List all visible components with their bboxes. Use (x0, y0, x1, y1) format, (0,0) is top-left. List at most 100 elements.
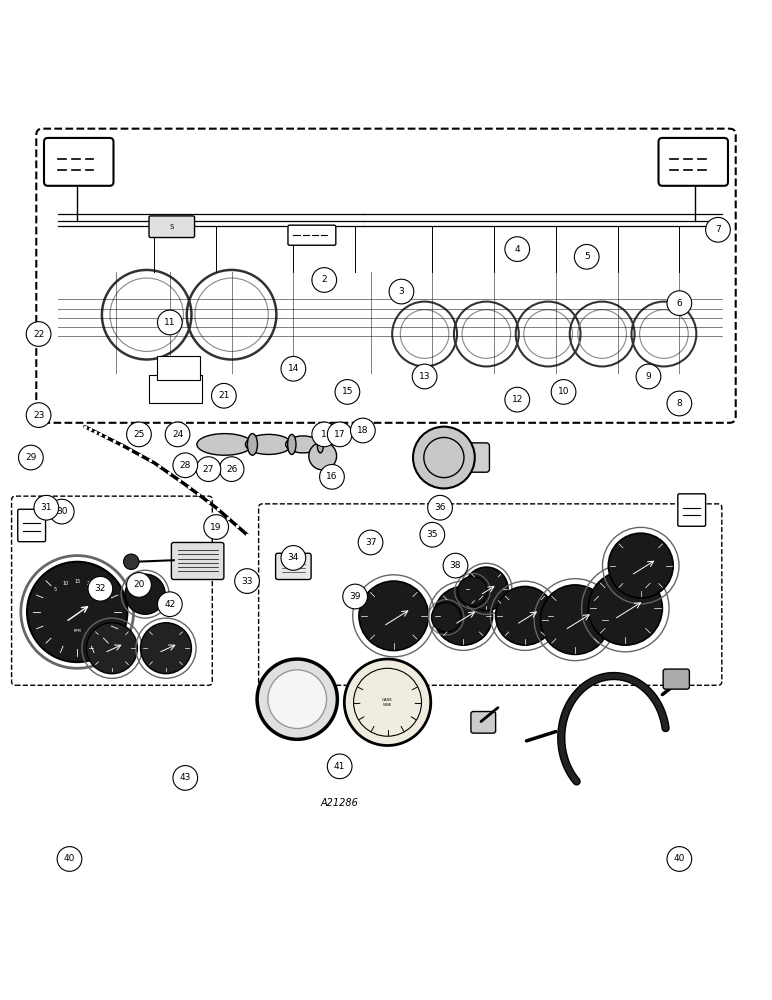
Circle shape (235, 569, 259, 593)
Circle shape (88, 576, 113, 601)
Text: 43: 43 (180, 773, 191, 782)
Text: 40: 40 (674, 854, 685, 863)
Text: 21: 21 (218, 391, 229, 400)
Text: 32: 32 (95, 584, 106, 593)
Circle shape (157, 592, 182, 617)
FancyBboxPatch shape (663, 669, 689, 689)
Circle shape (219, 457, 244, 481)
Text: 6: 6 (676, 299, 682, 308)
Text: 14: 14 (288, 364, 299, 373)
Circle shape (636, 364, 661, 389)
FancyBboxPatch shape (276, 553, 311, 580)
FancyBboxPatch shape (157, 356, 200, 380)
Text: 39: 39 (350, 592, 361, 601)
Text: 17: 17 (334, 430, 345, 439)
Text: 5: 5 (54, 587, 57, 592)
Circle shape (412, 364, 437, 389)
Text: 29: 29 (25, 453, 36, 462)
Text: 27: 27 (203, 465, 214, 474)
Text: 38: 38 (450, 561, 461, 570)
Text: 42: 42 (164, 600, 175, 609)
Text: RPM: RPM (73, 629, 81, 633)
Ellipse shape (288, 434, 296, 454)
Text: 8: 8 (676, 399, 682, 408)
Circle shape (413, 427, 475, 488)
Circle shape (157, 310, 182, 335)
Circle shape (34, 495, 59, 520)
Text: 20: 20 (134, 580, 144, 589)
Circle shape (27, 562, 127, 662)
FancyBboxPatch shape (18, 509, 46, 542)
Circle shape (608, 533, 673, 598)
Circle shape (350, 418, 375, 443)
FancyBboxPatch shape (12, 496, 212, 685)
Circle shape (540, 585, 610, 654)
Circle shape (358, 530, 383, 555)
Text: 25: 25 (98, 590, 104, 595)
FancyBboxPatch shape (659, 138, 728, 186)
FancyBboxPatch shape (433, 443, 489, 472)
Circle shape (312, 268, 337, 292)
Circle shape (335, 380, 360, 404)
Circle shape (165, 422, 190, 447)
Text: 11: 11 (164, 318, 175, 327)
Circle shape (667, 847, 692, 871)
FancyBboxPatch shape (149, 216, 195, 238)
FancyBboxPatch shape (149, 375, 202, 403)
Circle shape (127, 573, 151, 597)
Circle shape (19, 445, 43, 470)
Text: 5: 5 (584, 252, 590, 261)
Text: 24: 24 (172, 430, 183, 439)
Text: 20: 20 (86, 581, 93, 586)
Text: 19: 19 (211, 523, 222, 532)
Circle shape (268, 670, 327, 729)
Circle shape (125, 574, 165, 614)
Text: 10: 10 (558, 387, 569, 396)
Circle shape (706, 217, 730, 242)
Circle shape (505, 387, 530, 412)
Ellipse shape (245, 434, 292, 454)
Circle shape (173, 766, 198, 790)
Text: 31: 31 (41, 503, 52, 512)
Text: 23: 23 (33, 411, 44, 420)
Text: 13: 13 (419, 372, 430, 381)
FancyBboxPatch shape (678, 494, 706, 526)
Text: 25: 25 (134, 430, 144, 439)
Text: 7: 7 (715, 225, 721, 234)
FancyBboxPatch shape (288, 225, 336, 245)
Circle shape (257, 659, 337, 739)
Text: 12: 12 (512, 395, 523, 404)
Circle shape (281, 356, 306, 381)
Text: 9: 9 (645, 372, 652, 381)
Text: 28: 28 (180, 461, 191, 470)
Text: 26: 26 (226, 465, 237, 474)
Text: 41: 41 (334, 762, 345, 771)
Circle shape (574, 244, 599, 269)
Circle shape (124, 554, 139, 569)
Ellipse shape (286, 436, 320, 453)
Text: 30: 30 (56, 507, 67, 516)
Text: CASE
W9E: CASE W9E (382, 698, 393, 707)
Text: 10: 10 (63, 581, 69, 586)
Circle shape (359, 581, 428, 651)
Circle shape (327, 754, 352, 779)
Circle shape (496, 586, 554, 645)
Circle shape (49, 499, 74, 524)
Circle shape (434, 586, 493, 645)
Circle shape (551, 380, 576, 404)
Circle shape (443, 553, 468, 578)
FancyBboxPatch shape (44, 138, 113, 186)
Circle shape (57, 847, 82, 871)
Circle shape (465, 567, 508, 610)
Text: 3: 3 (398, 287, 405, 296)
Text: 15: 15 (342, 387, 353, 396)
Circle shape (428, 495, 452, 520)
Circle shape (667, 291, 692, 315)
Circle shape (196, 457, 221, 481)
Circle shape (505, 237, 530, 261)
FancyBboxPatch shape (36, 129, 736, 423)
FancyBboxPatch shape (259, 504, 722, 685)
Circle shape (281, 546, 306, 570)
Text: 40: 40 (64, 854, 75, 863)
Text: 33: 33 (242, 577, 252, 586)
